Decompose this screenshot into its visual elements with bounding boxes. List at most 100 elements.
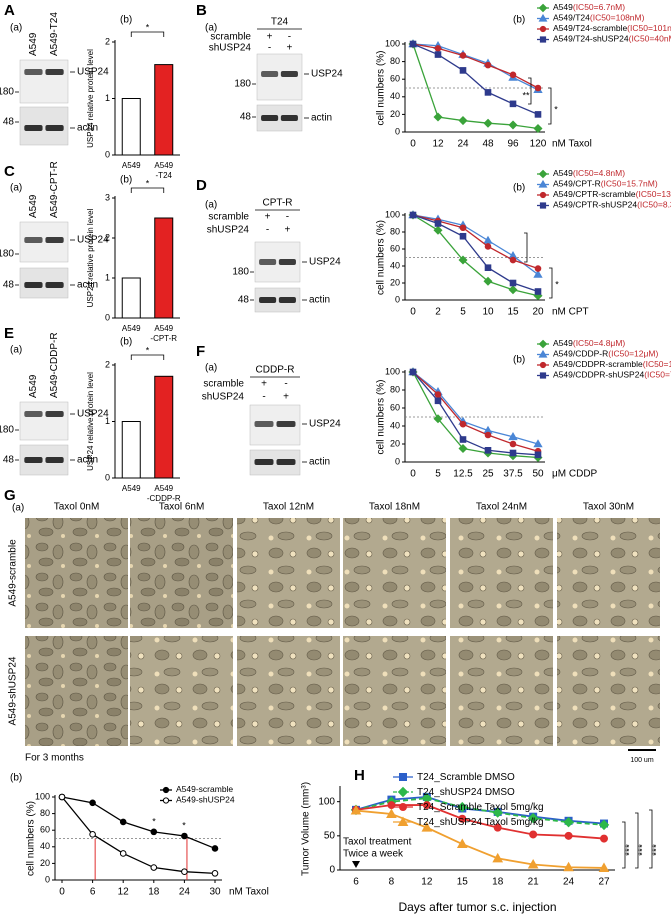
legend-entry: A549(IC50=4.8μM) (553, 338, 625, 348)
column-header: Taxol 12nM (263, 502, 314, 513)
legend-name: A549/CDDPR-shUSP24 (553, 370, 644, 380)
micrograph (130, 636, 233, 746)
y-tick-label: 3 (105, 192, 110, 202)
x-tick-label: 25 (482, 469, 494, 480)
y-tick-label: 20 (390, 438, 400, 448)
legend-marker (539, 372, 547, 379)
x-tick-label: 10 (482, 307, 494, 318)
data-point (534, 265, 542, 272)
sub-label: (b) (120, 15, 132, 26)
y-tick-label: 0 (395, 126, 400, 136)
x-tick-label: 0 (410, 469, 416, 480)
band-label: USP24 (77, 67, 109, 78)
y-tick-label: 80 (390, 56, 400, 66)
data-point (89, 799, 96, 807)
annotation: * (554, 104, 558, 114)
data-point (509, 71, 517, 79)
column-header: Taxol 0nM (54, 502, 100, 513)
micrograph (557, 636, 660, 746)
x-tick-label: 20 (532, 307, 544, 318)
y-tick-label: 2 (105, 36, 110, 46)
legend-entry: A549-shUSP24 (176, 795, 235, 805)
legend-name: A549/CPTR-scramble (553, 189, 636, 199)
annotation: Twice a week (343, 849, 404, 860)
data-point (459, 224, 467, 232)
annotation: ** (522, 90, 530, 100)
data-point (421, 822, 433, 832)
data-point (386, 808, 397, 818)
bar (121, 421, 141, 479)
data-point (458, 443, 468, 454)
series-line (61, 796, 216, 850)
y-tick-label: 20 (390, 109, 400, 119)
data-point (484, 61, 492, 69)
sub-label: (b) (513, 355, 525, 366)
data-point (492, 807, 503, 818)
y-tick-label: 1 (105, 416, 110, 426)
series-line (355, 797, 605, 826)
legend-marker (539, 361, 547, 369)
y-axis-label: cell numbers (%) (26, 801, 37, 876)
legend-entry: A549/T24-scramble(IC50=101nM) (553, 23, 671, 33)
data-point (493, 823, 502, 832)
band-label: actin (77, 455, 98, 466)
x-axis-label: nM Taxol (552, 139, 592, 150)
y-tick-label: 80 (390, 226, 400, 236)
blot-band (24, 69, 43, 75)
data-point (459, 67, 467, 74)
y-tick-label: 0 (329, 865, 335, 876)
y-tick-label: 80 (40, 808, 50, 818)
data-point (409, 368, 417, 376)
y-tick-label: 0 (395, 294, 400, 304)
data-point (534, 451, 542, 459)
data-point (459, 436, 467, 443)
mw-marker: 48 (240, 112, 252, 123)
row-label: A549-shUSP24 (8, 656, 19, 725)
x-tick-label: 5 (435, 469, 441, 480)
sub-label: (b) (10, 773, 22, 784)
series-line (412, 371, 539, 452)
treatment-arrow (352, 861, 360, 868)
bar (154, 217, 174, 319)
y-tick-label: 60 (390, 402, 400, 412)
panel-letter: C (4, 163, 15, 180)
lane-label: A549 (28, 374, 39, 398)
panel-letter: A (4, 2, 15, 19)
micrograph (25, 636, 128, 746)
bracket (528, 77, 532, 105)
micrograph (237, 518, 340, 628)
blot-band (254, 459, 274, 465)
data-point (456, 838, 468, 849)
series-line (61, 796, 216, 875)
y-axis-label: USP24 relative protein level (86, 372, 95, 471)
condition-label: shUSP24 (209, 43, 252, 54)
legend-name: A549/T24-shUSP24 (553, 34, 629, 44)
y-tick-label: 60 (390, 74, 400, 84)
legend-name: T24_Scramble DMSO (417, 772, 515, 783)
data-point (534, 84, 542, 92)
condition-sign: + (267, 32, 273, 43)
x-axis-label: nM CPT (552, 307, 589, 318)
band-label: USP24 (311, 69, 343, 80)
bracket (649, 809, 653, 869)
band-label: USP24 (77, 235, 109, 246)
condition-label: scramble (203, 379, 244, 390)
data-point (484, 243, 492, 250)
lane-label: A549 (28, 32, 39, 56)
x-axis-label: μM CDDP (552, 469, 598, 480)
y-tick-label: 50 (324, 830, 336, 841)
x-tick-label: 120 (530, 139, 547, 150)
y-tick-label: 0 (395, 456, 400, 466)
legend-ic50: (IC50=13.8nM) (636, 189, 671, 199)
blot-band (276, 421, 296, 427)
data-point (527, 859, 539, 869)
legend-ic50: (IC50=11.9μM) (643, 359, 671, 369)
sub-label: (a) (205, 363, 217, 374)
bracket (549, 267, 553, 299)
y-tick-label: 100 (385, 38, 400, 48)
data-point (529, 830, 538, 839)
annotation: * (152, 816, 156, 826)
panel-letter: H (354, 767, 365, 784)
sub-label: (a) (10, 345, 22, 356)
